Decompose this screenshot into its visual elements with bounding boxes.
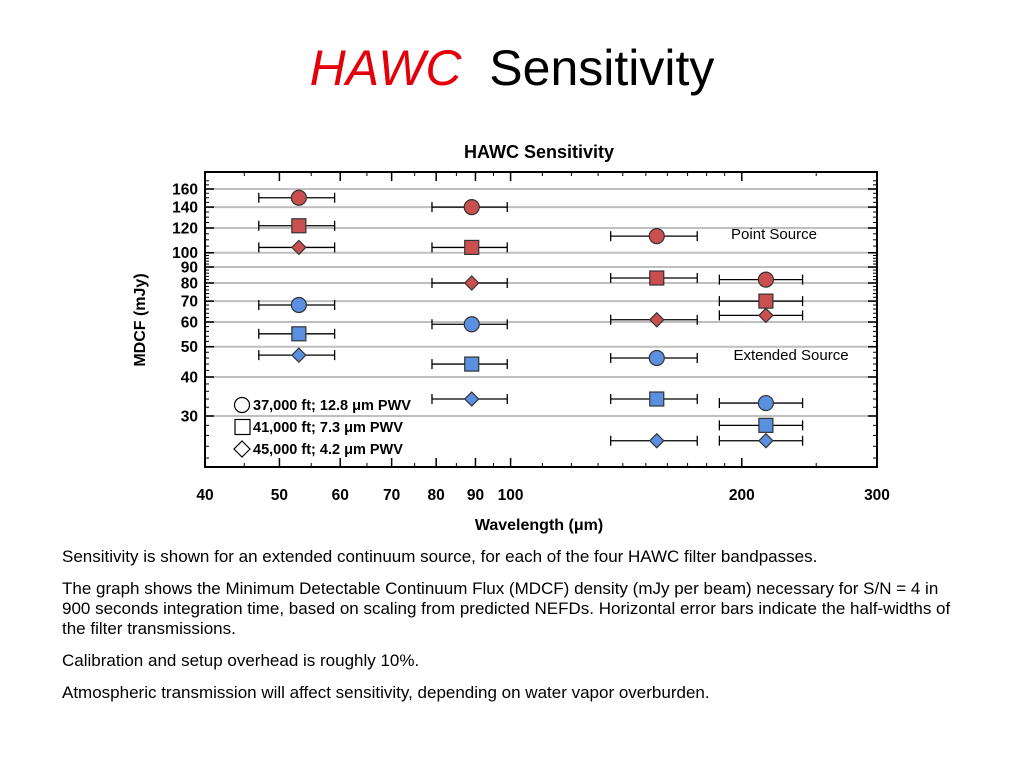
y-tick-label: 70 bbox=[181, 294, 198, 311]
y-tick-label: 100 bbox=[172, 245, 198, 262]
x-axis-label: Wavelength (μm) bbox=[475, 517, 603, 534]
x-tick-label: 200 bbox=[729, 487, 755, 504]
point-source-diamond-point bbox=[463, 275, 480, 291]
y-tick-label: 30 bbox=[181, 409, 198, 426]
point-source-diamond-point bbox=[758, 307, 774, 324]
plot-border bbox=[204, 171, 878, 468]
point-source-square-point bbox=[758, 293, 774, 309]
y-tick-label: 160 bbox=[172, 182, 198, 199]
extended-source-circle-point bbox=[463, 316, 480, 333]
y-tick-label: 120 bbox=[172, 221, 198, 238]
x-tick-label: 80 bbox=[428, 487, 445, 504]
point-source-label: Point Source bbox=[731, 226, 817, 243]
y-tick-label: 40 bbox=[181, 369, 198, 386]
note-paragraph: Atmospheric transmission will affect sen… bbox=[62, 683, 710, 702]
point-source-square-point bbox=[649, 270, 665, 286]
plot-frame bbox=[204, 171, 878, 468]
x-tick-label: 50 bbox=[271, 487, 288, 504]
point-source-diamond-point bbox=[291, 239, 307, 256]
note-paragraph: The graph shows the Minimum Detectable C… bbox=[62, 579, 951, 638]
legend-label: 37,000 ft; 12.8 μm PWV bbox=[253, 398, 411, 414]
y-tick-label: 50 bbox=[181, 339, 198, 356]
legend-circle-icon bbox=[233, 396, 251, 414]
x-tick-label: 100 bbox=[498, 487, 524, 504]
x-tick-label: 90 bbox=[467, 487, 484, 504]
extended-source-square-point bbox=[464, 356, 480, 372]
chart-legend: 37,000 ft; 12.8 μm PWV 41,000 ft; 7.3 μm … bbox=[233, 396, 411, 458]
extended-source-label: Extended Source bbox=[733, 347, 848, 364]
y-axis-label: MDCF (mJy) bbox=[132, 273, 149, 366]
extended-source-square-point bbox=[291, 326, 307, 342]
x-tick-label: 40 bbox=[196, 487, 213, 504]
point-source-circle-point bbox=[463, 199, 480, 216]
y-tick-label: 90 bbox=[181, 260, 198, 277]
note-paragraph: Calibration and setup overhead is roughl… bbox=[62, 651, 420, 670]
extended-source-circle-point bbox=[648, 349, 665, 367]
legend-square-icon bbox=[234, 418, 251, 436]
slide-title-rest: Sensitivity bbox=[489, 40, 715, 96]
slide-title: HAWC Sensitivity bbox=[0, 34, 1024, 102]
y-tick-label: 80 bbox=[181, 275, 198, 292]
extended-source-diamond-point bbox=[463, 391, 480, 407]
note-paragraph: Sensitivity is shown for an extended con… bbox=[62, 547, 818, 566]
extended-source-diamond-point bbox=[648, 432, 665, 449]
x-tick-label: 60 bbox=[332, 487, 349, 504]
point-source-circle-point bbox=[757, 271, 774, 288]
chart-title: HAWC Sensitivity bbox=[464, 142, 614, 162]
slide-title-accent: HAWC bbox=[309, 40, 462, 96]
legend-diamond-icon bbox=[233, 440, 251, 458]
extended-source-diamond-point bbox=[758, 432, 774, 449]
extended-source-square-point bbox=[758, 417, 774, 433]
notes-text: Sensitivity is shown for an extended con… bbox=[62, 547, 952, 715]
extended-source-diamond-point bbox=[291, 347, 307, 363]
legend-label: 41,000 ft; 7.3 μm PWV bbox=[253, 420, 403, 436]
y-tick-label: 60 bbox=[181, 315, 198, 332]
point-source-square-point bbox=[291, 218, 307, 234]
extended-source-circle-point bbox=[757, 394, 774, 412]
data-marks bbox=[258, 189, 804, 449]
extended-source-circle-point bbox=[290, 296, 307, 314]
y-tick-label: 140 bbox=[172, 200, 198, 217]
legend-label: 45,000 ft; 4.2 μm PWV bbox=[253, 442, 403, 458]
x-tick-label: 70 bbox=[383, 487, 400, 504]
point-source-circle-point bbox=[648, 228, 665, 245]
point-source-circle-point bbox=[290, 189, 307, 206]
point-source-square-point bbox=[464, 239, 480, 256]
x-tick-label: 300 bbox=[864, 487, 890, 504]
point-source-diamond-point bbox=[648, 311, 665, 328]
extended-source-square-point bbox=[649, 391, 665, 407]
